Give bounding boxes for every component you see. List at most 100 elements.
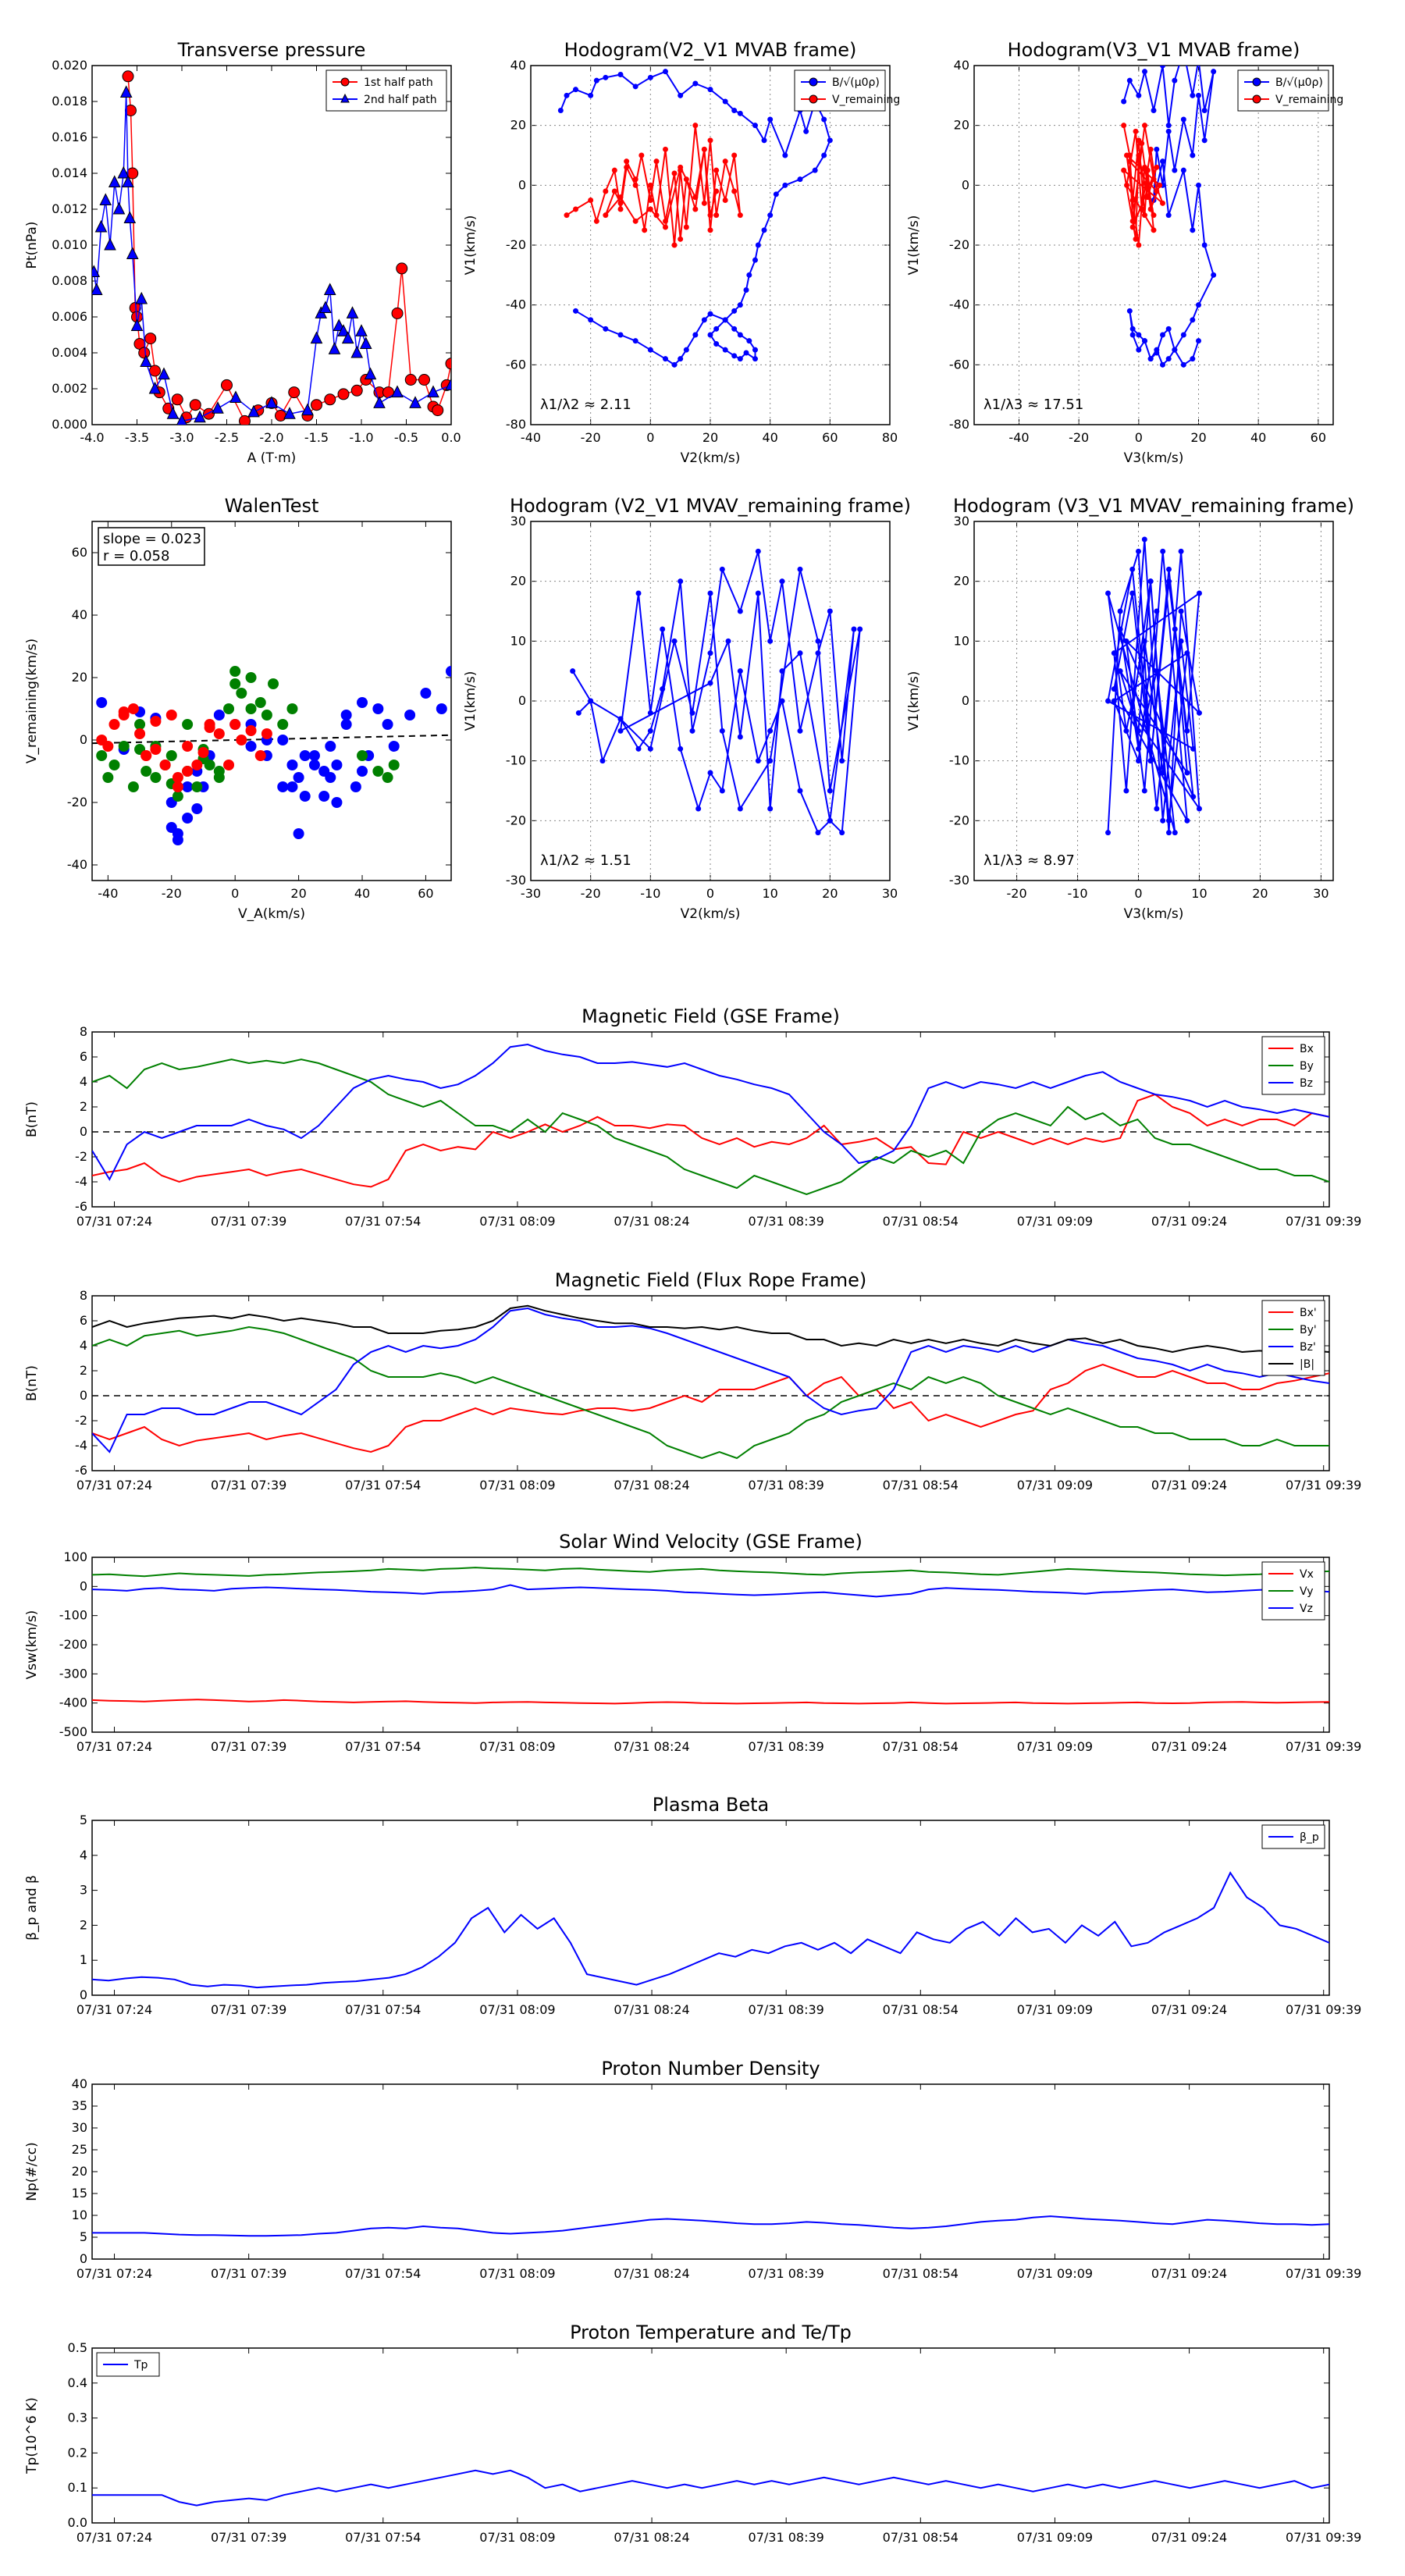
data-point: [767, 116, 774, 123]
data-point: [746, 338, 752, 344]
data-point: [1117, 668, 1123, 674]
series-line: [92, 1304, 1329, 1354]
y-tick-label: 0: [80, 1124, 87, 1139]
data-point: [1180, 116, 1186, 123]
data-point: [359, 336, 372, 349]
plot-area: [570, 548, 863, 836]
y-tick-label: 0.008: [52, 273, 87, 288]
time-tick-label: 07/31 07:39: [211, 1478, 286, 1493]
data-point: [1151, 108, 1157, 113]
data-point: [1165, 123, 1172, 129]
data-point: [737, 806, 743, 812]
data-point: [1121, 167, 1127, 173]
data-point: [1154, 164, 1160, 170]
data-point: [570, 668, 576, 674]
chart-title: Proton Number Density: [601, 2058, 820, 2080]
data-point: [221, 379, 233, 391]
data-point: [782, 152, 788, 158]
y-tick-label: 10: [954, 633, 969, 648]
y-tick-label: -20: [949, 237, 969, 252]
data-point: [1133, 236, 1139, 242]
scatter-point: [213, 710, 225, 720]
data-point: [1126, 158, 1133, 165]
data-point: [1165, 578, 1172, 585]
data-point: [1141, 638, 1147, 644]
data-point: [647, 745, 653, 752]
data-point: [311, 399, 322, 411]
data-point: [1160, 770, 1166, 776]
y-tick-label: 20: [72, 670, 87, 685]
scatter-point: [213, 766, 225, 777]
scatter-point: [277, 719, 289, 730]
y-tick-label: 0: [80, 2251, 87, 2266]
scatter-point: [197, 747, 209, 758]
data-point: [678, 164, 684, 170]
chart-title: Solar Wind Velocity (GSE Frame): [559, 1531, 863, 1553]
scatter-point: [172, 772, 183, 783]
data-point: [635, 745, 642, 752]
scatter-point: [382, 719, 393, 730]
chart-title: Plasma Beta: [653, 1794, 769, 1816]
scatter-point: [134, 719, 146, 730]
data-point: [707, 590, 713, 596]
data-point: [692, 80, 699, 87]
y-axis-label: Np(#/cc): [24, 2142, 40, 2201]
data-point: [1190, 317, 1196, 323]
data-point: [617, 206, 624, 212]
scatter-point: [223, 703, 235, 714]
data-point: [737, 608, 743, 614]
data-point: [1154, 806, 1160, 812]
data-point: [94, 219, 108, 233]
y-tick-label: 40: [510, 58, 526, 73]
y-tick-label: 2: [80, 1363, 87, 1378]
data-point: [707, 680, 713, 686]
scatter-point: [340, 719, 352, 730]
data-point: [617, 72, 624, 77]
data-point: [350, 345, 364, 358]
y-tick-label: -80: [949, 417, 969, 432]
data-point: [743, 287, 749, 293]
scatter-point: [213, 728, 225, 739]
time-tick-label: 07/31 09:39: [1286, 2530, 1361, 2545]
data-point: [324, 393, 336, 406]
data-point: [746, 272, 752, 278]
y-tick-label: 4: [80, 1848, 87, 1863]
time-tick-label: 07/31 07:24: [76, 1478, 152, 1493]
data-point: [678, 236, 684, 242]
y-tick-label: 0.012: [52, 201, 87, 216]
y-axis-label: B(nT): [24, 1101, 40, 1137]
time-tick-label: 07/31 09:39: [1286, 1214, 1361, 1229]
plot-area: [92, 70, 451, 425]
scatter-point: [388, 741, 400, 752]
data-point: [752, 347, 758, 353]
data-point: [1160, 332, 1165, 338]
data-point: [130, 318, 144, 331]
scatter-point: [245, 725, 257, 736]
data-point: [588, 197, 594, 203]
data-point: [737, 212, 743, 219]
data-point: [731, 353, 738, 359]
time-tick-label: 07/31 09:24: [1151, 2002, 1227, 2017]
data-point: [755, 242, 761, 248]
x-tick-label: -10: [1067, 886, 1087, 901]
y-tick-label: -80: [506, 417, 526, 432]
y-tick-label: 20: [954, 574, 969, 589]
data-point: [1211, 272, 1217, 278]
data-point: [1141, 536, 1147, 543]
time-tick-label: 07/31 07:24: [76, 2002, 152, 2017]
data-point: [695, 806, 702, 812]
time-tick-label: 07/31 07:24: [76, 2530, 152, 2545]
data-point: [707, 212, 713, 219]
x-tick-label: 60: [418, 886, 433, 901]
data-point: [1154, 188, 1160, 194]
data-point: [340, 77, 350, 87]
x-tick-label: -3.0: [169, 430, 194, 445]
time-tick-label: 07/31 08:39: [749, 2266, 824, 2281]
scatter-point: [420, 688, 432, 699]
scatter-point: [96, 750, 108, 761]
data-point: [1160, 158, 1165, 165]
chart-title: WalenTest: [225, 495, 319, 517]
data-point: [692, 332, 699, 338]
data-point: [647, 197, 653, 203]
data-point: [815, 638, 821, 644]
